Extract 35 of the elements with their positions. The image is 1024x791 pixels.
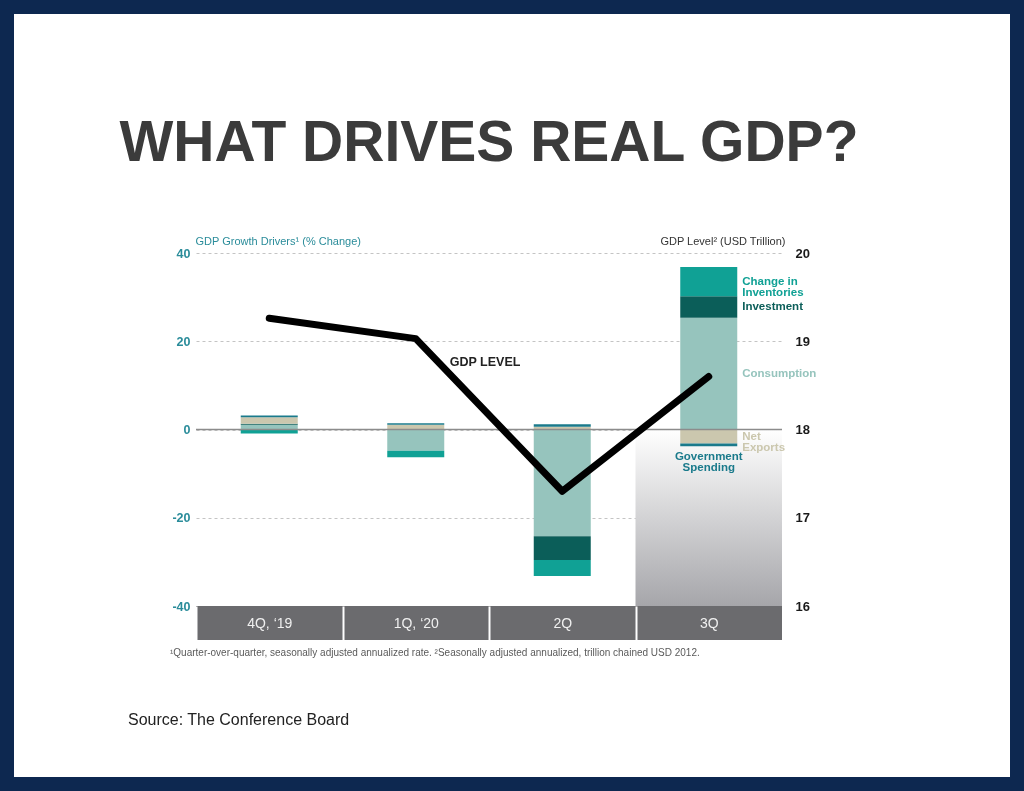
y2-tick-label: 17 xyxy=(795,510,810,526)
y2-tick-label: 19 xyxy=(795,333,810,349)
y2-tick-label: 16 xyxy=(795,598,810,614)
y-axis-title: GDP Growth Drivers¹ (% Change) xyxy=(195,234,361,247)
y-tick-label: 20 xyxy=(176,334,191,349)
chart-title: WHAT DRIVES REAL GDP? xyxy=(119,109,859,173)
x-tick-label: 4Q, ‘19 xyxy=(247,614,293,631)
x-tick-label: 3Q xyxy=(699,614,719,631)
y-tick-label: 40 xyxy=(176,246,191,261)
x-tick-label: 1Q, ‘20 xyxy=(393,614,440,631)
bar xyxy=(387,450,445,458)
y2-tick-label: 20 xyxy=(795,245,810,261)
y2-axis-title: GDP Level² (USD Trillion) xyxy=(660,234,786,247)
y-tick-label: -20 xyxy=(172,511,191,526)
y2-tick-label: 18 xyxy=(795,422,810,437)
bar xyxy=(680,429,738,444)
bar xyxy=(533,560,591,576)
series-label: Government Spending xyxy=(674,450,743,474)
series-label: Change in Inventories xyxy=(742,274,804,298)
series-label: GDP LEVEL xyxy=(449,354,521,369)
bar xyxy=(680,267,738,297)
bar xyxy=(387,429,445,451)
bar xyxy=(240,417,298,424)
bar xyxy=(680,317,738,430)
bar xyxy=(533,536,591,561)
text: ¹Quarter-over-quarter, seasonally adjusted annualized rate. ²Seasonally adjusted annualized, trillion chained USD 2012. xyxy=(170,647,700,658)
x-tick-label: 2Q xyxy=(553,614,573,631)
bar xyxy=(680,296,738,318)
series-label: Net Exports xyxy=(742,429,786,453)
series-label: Consumption xyxy=(742,366,817,379)
series-label: Investment xyxy=(742,300,804,313)
y-tick-label: -40 xyxy=(172,599,191,614)
y-tick-label: 0 xyxy=(183,423,191,437)
source-note: Source: The Conference Board xyxy=(128,711,350,728)
bar xyxy=(533,429,591,537)
